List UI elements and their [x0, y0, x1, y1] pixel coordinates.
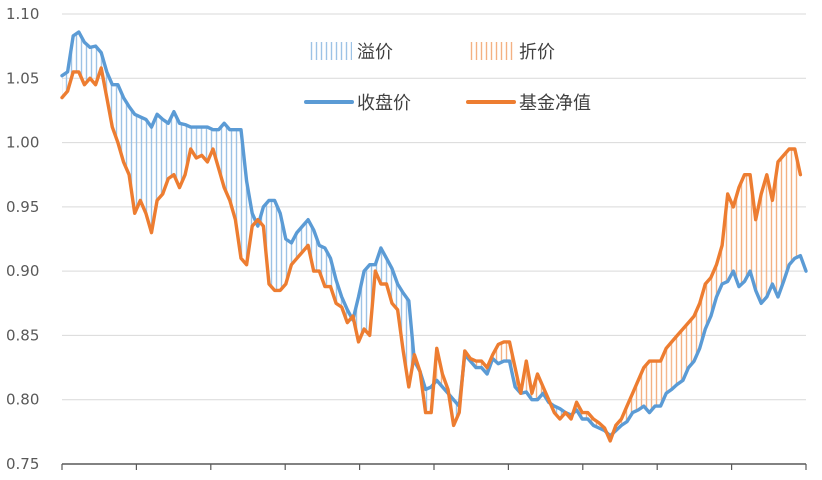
premium-area	[241, 129, 247, 265]
discount-area	[738, 174, 745, 287]
premium-area	[134, 114, 141, 214]
premium-area	[313, 230, 320, 272]
premium-area	[95, 46, 102, 85]
legend: 溢价 折价 收盘价 基金净值	[304, 42, 591, 114]
x-axis	[61, 463, 807, 470]
premium-area	[319, 245, 325, 287]
premium-area	[296, 226, 303, 259]
y-tick-label: 1.05	[6, 69, 39, 87]
premium-area	[392, 268, 398, 310]
discount-area	[694, 303, 700, 362]
premium-area	[162, 119, 169, 194]
price-lines	[60, 30, 808, 443]
legend-item-discount: 折价	[470, 42, 555, 63]
premium-area	[364, 264, 370, 336]
discount-legend-label: 折价	[519, 42, 555, 63]
discount-area	[654, 361, 661, 407]
discount-area	[677, 329, 683, 385]
y-axis-tick-labels: 0.75 0.80 0.85 0.90 0.95 1.00 1.05 1.10	[6, 5, 39, 473]
discount-area	[503, 341, 510, 362]
premium-area	[196, 127, 202, 158]
premium-area	[229, 129, 236, 220]
premium-legend-label: 溢价	[357, 42, 393, 63]
discount-area	[778, 155, 784, 297]
discount-area	[794, 149, 801, 259]
y-tick-label: 1.00	[6, 134, 39, 152]
discount-area	[766, 174, 773, 297]
y-tick-label: 0.80	[6, 391, 39, 409]
y-tick-label: 0.95	[6, 198, 39, 216]
premium-discount-fills	[62, 32, 801, 441]
discount-area	[733, 187, 739, 287]
premium-area	[302, 219, 309, 252]
discount-area	[643, 361, 650, 413]
premium-area	[140, 116, 146, 214]
nav-legend-label: 基金净值	[519, 93, 591, 114]
discount-area	[671, 335, 678, 390]
discount-area	[744, 174, 751, 282]
premium-area	[173, 111, 180, 188]
premium-area	[280, 213, 286, 291]
y-tick-label: 1.10	[6, 5, 39, 23]
legend-item-premium: 溢价	[308, 42, 393, 63]
premium-area	[207, 127, 214, 162]
y-tick-label: 0.75	[6, 455, 39, 473]
discount-area	[727, 194, 734, 282]
discount-legend-swatch	[470, 42, 514, 60]
premium-area	[274, 200, 281, 291]
discount-area	[783, 149, 790, 282]
premium-area	[224, 123, 230, 201]
discount-area	[682, 322, 689, 381]
premium-area	[403, 293, 409, 387]
premium-area	[425, 386, 432, 413]
discount-area	[660, 348, 667, 407]
premium-area	[201, 127, 208, 162]
discount-area	[632, 380, 639, 413]
premium-legend-swatch	[308, 42, 352, 60]
premium-area	[73, 32, 79, 72]
premium-area	[84, 42, 90, 85]
premium-area	[123, 97, 130, 175]
premium-area	[129, 106, 135, 214]
discount-area	[789, 149, 795, 265]
close-legend-label: 收盘价	[357, 93, 411, 114]
premium-area	[89, 46, 96, 85]
discount-area	[649, 361, 655, 413]
legend-item-close: 收盘价	[304, 93, 411, 114]
discount-area	[761, 174, 767, 304]
discount-area	[666, 341, 672, 394]
premium-area	[168, 111, 174, 179]
premium-area	[358, 271, 365, 342]
y-tick-label: 0.85	[6, 326, 39, 344]
discount-area	[755, 194, 762, 304]
discount-area	[688, 316, 695, 368]
premium-area	[179, 123, 186, 188]
fund-nav-line	[60, 66, 803, 443]
premium-area	[285, 239, 292, 284]
discount-area	[750, 174, 756, 291]
premium-area	[145, 119, 152, 233]
y-tick-label: 0.90	[6, 262, 39, 280]
legend-item-nav: 基金净值	[466, 93, 591, 114]
discount-area	[498, 341, 504, 364]
premium-area	[268, 200, 275, 291]
premium-area	[157, 114, 163, 201]
